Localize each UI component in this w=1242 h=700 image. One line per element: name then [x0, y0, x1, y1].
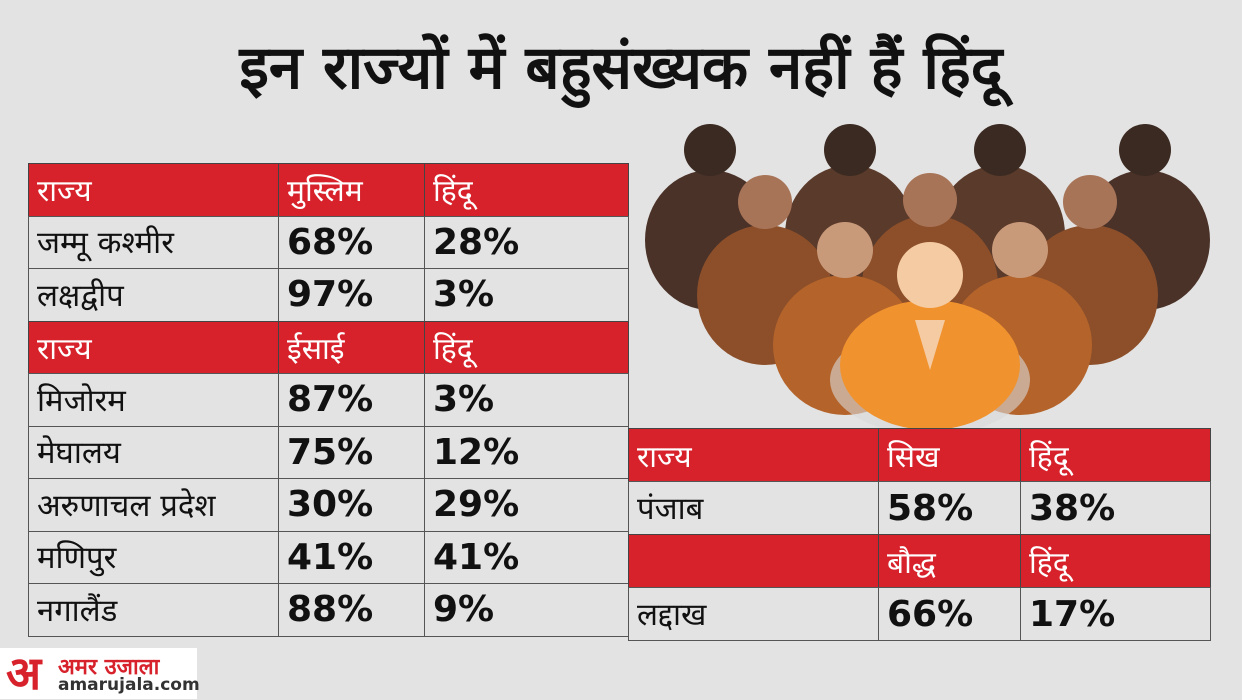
percent-cell: 68% — [278, 215, 425, 269]
title: इन राज्यों में बहुसंख्यक नहीं हैं हिंदू — [239, 33, 1003, 103]
percent-cell: 58% — [878, 481, 1021, 535]
percent-cell: 41% — [278, 530, 425, 584]
percent-cell: 87% — [278, 373, 425, 427]
state-cell: अरुणाचल प्रदेश — [28, 478, 279, 532]
percent-cell: 97% — [278, 268, 425, 322]
percent-cell: 29% — [424, 478, 629, 532]
header-cell: ईसाई — [278, 320, 425, 374]
state-cell: मणिपुर — [28, 530, 279, 584]
logo-mark: अ — [6, 646, 42, 700]
percent-cell: 30% — [278, 478, 425, 532]
brand-logo: अ अमर उजाला amarujala.com — [0, 646, 200, 700]
header-cell: राज्य — [28, 320, 279, 374]
front-row — [773, 222, 1092, 430]
header-cell: हिंदू — [1020, 428, 1211, 482]
state-cell: नगालैंड — [28, 583, 279, 637]
state-cell: पंजाब — [628, 481, 879, 535]
header-cell: सिख — [878, 428, 1021, 482]
percent-cell: 3% — [424, 373, 629, 427]
header-cell — [628, 534, 879, 588]
percent-cell: 17% — [1020, 587, 1211, 641]
state-cell: जम्मू कश्मीर — [28, 215, 279, 269]
header-cell: हिंदू — [424, 320, 629, 374]
state-cell: मिजोरम — [28, 373, 279, 427]
percent-cell: 12% — [424, 425, 629, 479]
logo-url: amarujala.com — [58, 675, 200, 695]
percent-cell: 9% — [424, 583, 629, 637]
percent-cell: 75% — [278, 425, 425, 479]
monks-illustration — [645, 124, 1210, 430]
state-cell: लक्षद्वीप — [28, 268, 279, 322]
state-cell: लद्दाख — [628, 587, 879, 641]
percent-cell: 3% — [424, 268, 629, 322]
logo-name: अमर उजाला — [58, 655, 160, 680]
percent-cell: 66% — [878, 587, 1021, 641]
header-cell: राज्य — [628, 428, 879, 482]
percent-cell: 41% — [424, 530, 629, 584]
header-cell: बौद्ध — [878, 534, 1021, 588]
header-cell: मुस्लिम — [278, 163, 425, 217]
header-cell: राज्य — [28, 163, 279, 217]
percent-cell: 88% — [278, 583, 425, 637]
percent-cell: 28% — [424, 215, 629, 269]
header-cell: हिंदू — [1020, 534, 1211, 588]
state-cell: मेघालय — [28, 425, 279, 479]
percent-cell: 38% — [1020, 481, 1211, 535]
header-cell: हिंदू — [424, 163, 629, 217]
